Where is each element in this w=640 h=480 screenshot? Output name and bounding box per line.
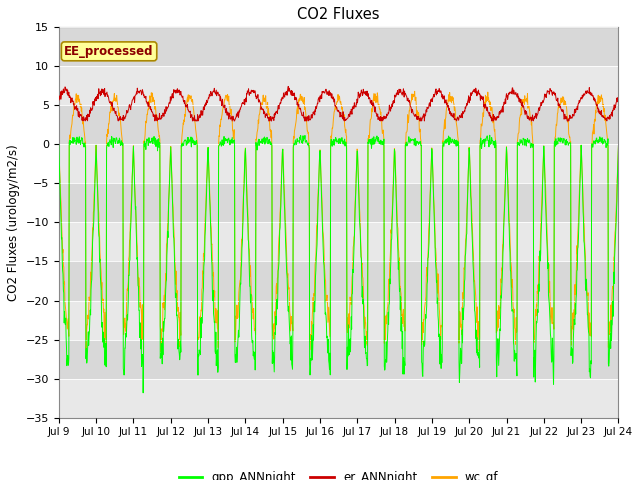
Bar xyxy=(59,222,618,262)
Text: EE_processed: EE_processed xyxy=(64,45,154,58)
Bar xyxy=(59,379,618,418)
Bar xyxy=(59,300,618,339)
Bar xyxy=(59,183,618,222)
Bar xyxy=(59,144,618,183)
Bar xyxy=(59,105,618,144)
Legend: gpp_ANNnight, er_ANNnight, wc_gf: gpp_ANNnight, er_ANNnight, wc_gf xyxy=(174,467,503,480)
Y-axis label: CO2 Fluxes (urology/m2/s): CO2 Fluxes (urology/m2/s) xyxy=(7,144,20,301)
Title: CO2 Fluxes: CO2 Fluxes xyxy=(298,7,380,22)
Bar xyxy=(59,262,618,300)
Bar xyxy=(59,27,618,66)
Bar xyxy=(59,66,618,105)
Bar xyxy=(59,339,618,379)
